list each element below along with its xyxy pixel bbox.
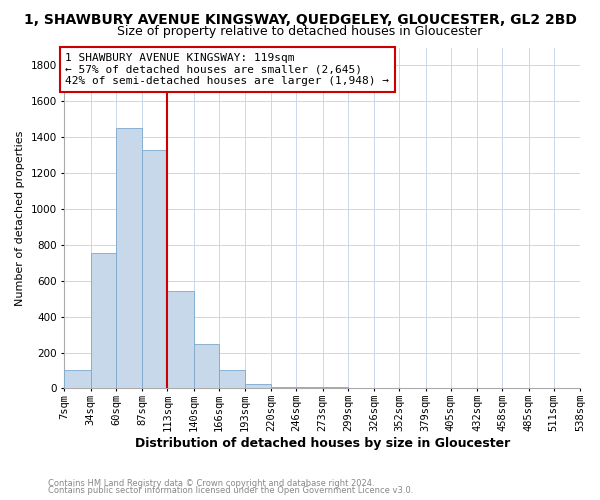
Bar [245, 384, 271, 388]
Bar [91, 253, 116, 388]
Bar [142, 150, 167, 388]
Bar [116, 128, 142, 388]
Bar [271, 386, 296, 388]
Text: Size of property relative to detached houses in Gloucester: Size of property relative to detached ho… [118, 25, 482, 38]
Bar [167, 290, 194, 388]
Text: 1, SHAWBURY AVENUE KINGSWAY, QUEDGELEY, GLOUCESTER, GL2 2BD: 1, SHAWBURY AVENUE KINGSWAY, QUEDGELEY, … [23, 12, 577, 26]
X-axis label: Distribution of detached houses by size in Gloucester: Distribution of detached houses by size … [134, 437, 510, 450]
Bar [219, 370, 245, 388]
Bar [194, 344, 219, 388]
Text: Contains public sector information licensed under the Open Government Licence v3: Contains public sector information licen… [48, 486, 413, 495]
Text: 1 SHAWBURY AVENUE KINGSWAY: 119sqm
← 57% of detached houses are smaller (2,645)
: 1 SHAWBURY AVENUE KINGSWAY: 119sqm ← 57%… [65, 53, 389, 86]
Bar [64, 370, 91, 388]
Y-axis label: Number of detached properties: Number of detached properties [15, 130, 25, 306]
Text: Contains HM Land Registry data © Crown copyright and database right 2024.: Contains HM Land Registry data © Crown c… [48, 478, 374, 488]
Bar [296, 387, 323, 388]
